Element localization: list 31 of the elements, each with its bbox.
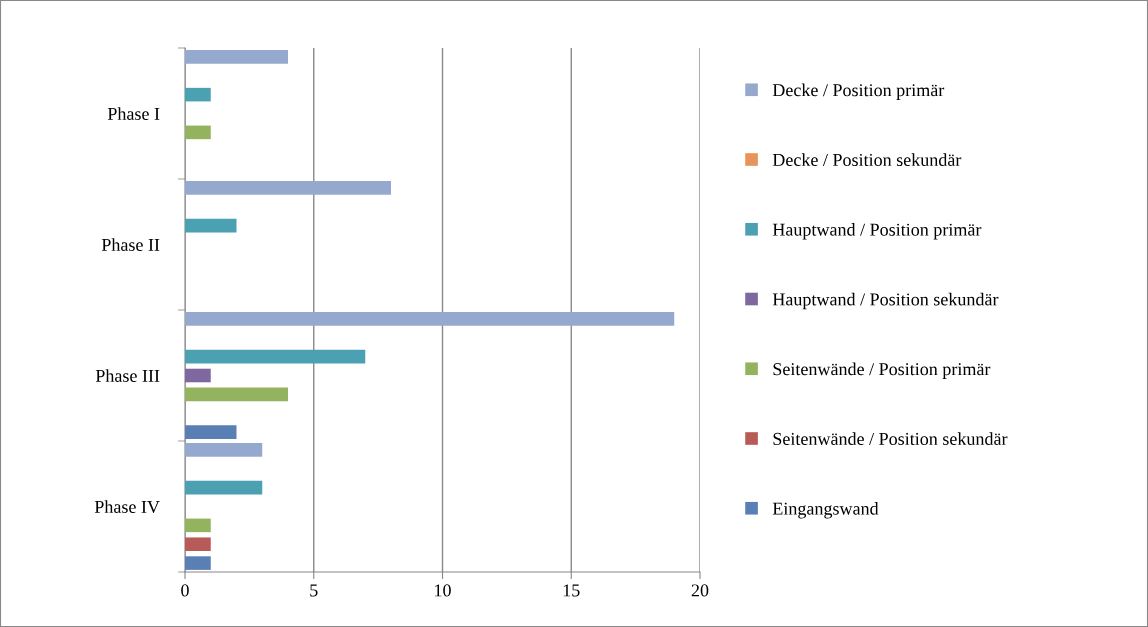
x-tick-label: 15 [563,584,580,597]
y-tick-label: Phase IV [94,500,160,514]
bar [185,387,288,402]
x-tick-label: 10 [435,584,451,597]
legend-label: Seitenwände / Position sekundär [773,432,1008,446]
legend-label: Decke / Position primär [772,83,945,100]
legend-label: Seitenwände / Position primär [773,362,991,379]
bar [185,480,263,495]
bar [185,50,288,64]
y-tick-label: Phase I [107,107,160,120]
x-tick-label: 0 [181,584,189,597]
bar [185,312,675,326]
y-tick-label: Phase III [95,369,160,382]
bar [185,537,211,552]
y-tick-label: Phase II [101,238,160,251]
bar [185,425,237,439]
legend-label: Hauptwand / Position sekundär [772,292,999,310]
bar [185,556,211,570]
bar [185,518,211,533]
x-tick-label: 20 [691,584,709,597]
legend-label: Eingangswand [772,502,879,519]
bar [185,181,391,195]
bar [185,218,237,233]
bar [185,87,211,102]
bar [185,443,263,457]
bar [185,125,211,140]
legend-label: Hauptwand / Position primär [772,223,982,240]
bar [185,368,211,383]
legend-label: Decke / Position sekundär [772,153,962,167]
bar [185,349,366,364]
x-tick-label: 5 [310,584,318,597]
